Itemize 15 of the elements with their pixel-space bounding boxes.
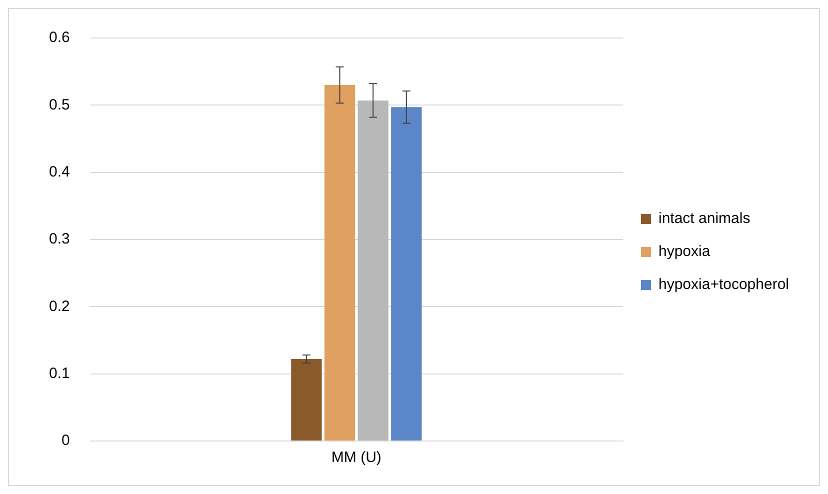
y-tick-label: 0.6	[48, 29, 70, 46]
bar	[391, 107, 422, 440]
y-tick-label: 0	[62, 432, 70, 450]
y-tick-label: 0.5	[48, 96, 70, 114]
y-tick-label: 0.2	[48, 298, 70, 315]
bar	[291, 359, 322, 440]
legend-label: intact animals	[658, 210, 750, 228]
bar	[324, 85, 356, 440]
legend-label: hypoxia+tocopherol	[658, 276, 790, 294]
y-tick-label: 0.1	[48, 364, 70, 382]
y-tick-label: 0.3	[48, 230, 70, 248]
y-tick-label: 0.4	[48, 163, 70, 180]
x-tick-label: MM (U)	[331, 449, 382, 466]
bar	[358, 100, 388, 440]
legend-label: hypoxia	[658, 243, 711, 260]
